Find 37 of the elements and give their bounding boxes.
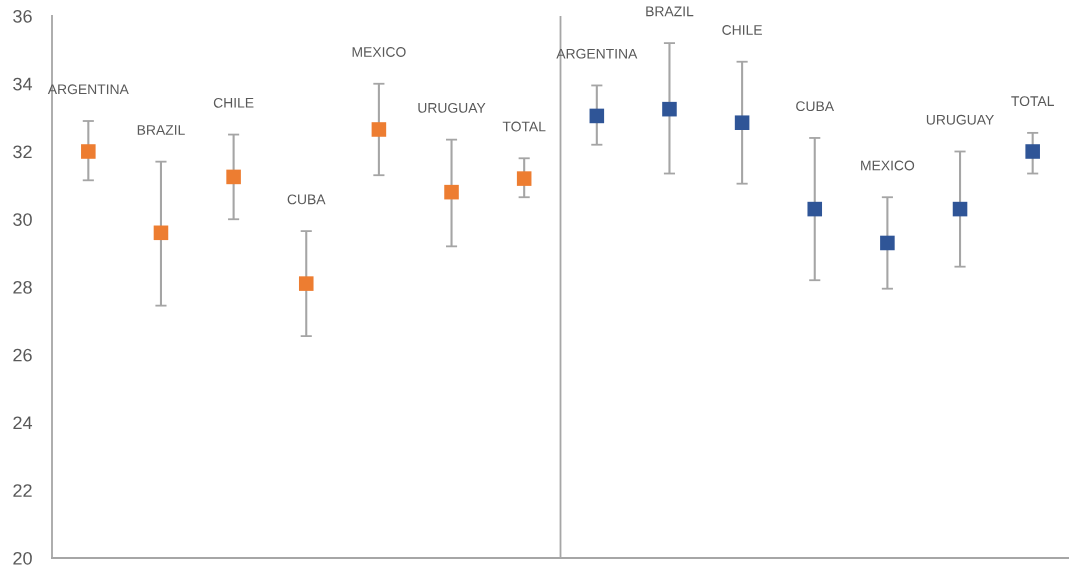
- point: [226, 169, 241, 185]
- point: [807, 201, 823, 217]
- y-tick-label: 22: [13, 484, 32, 497]
- x-tick-label: ARGENTINA: [47, 84, 129, 95]
- x-tick-label: URUGUAY: [926, 114, 994, 125]
- point: [589, 108, 605, 124]
- x-tick-label: CHILE: [213, 97, 254, 108]
- y-tick-label: 28: [13, 280, 32, 294]
- point: [298, 276, 314, 291]
- point: [153, 225, 169, 241]
- x-tick-label: TOTAL: [502, 121, 546, 132]
- point: [444, 184, 459, 200]
- y-tick-label: 34: [13, 77, 33, 91]
- y-tick-label: 26: [13, 348, 32, 362]
- y-tick-label: 20: [13, 551, 32, 565]
- x-tick-label: MEXICO: [352, 47, 406, 57]
- x-tick-label: CHILE: [722, 25, 762, 35]
- y-tick-label: 36: [13, 9, 32, 23]
- x-tick-label: MEXICO: [861, 160, 915, 171]
- point: [516, 171, 532, 186]
- x-tick-label: CUBA: [287, 194, 326, 205]
- point: [662, 101, 677, 117]
- point: [1025, 144, 1040, 159]
- x-tick-label: BRAZIL: [137, 125, 185, 135]
- point: [734, 115, 750, 130]
- point: [371, 122, 387, 137]
- x-tick-label: ARGENTINA: [556, 48, 638, 59]
- x-tick-label: CUBA: [796, 101, 835, 112]
- point: [952, 201, 968, 217]
- point: [880, 235, 895, 251]
- point: [81, 144, 96, 159]
- y-tick-label: 32: [13, 145, 32, 159]
- y-tick-label: 24: [13, 416, 33, 430]
- x-tick-label: BRAZIL: [646, 6, 694, 17]
- x-tick-label: TOTAL: [1011, 96, 1054, 107]
- y-tick-label: 30: [13, 213, 32, 226]
- x-tick-label: URUGUAY: [418, 102, 486, 113]
